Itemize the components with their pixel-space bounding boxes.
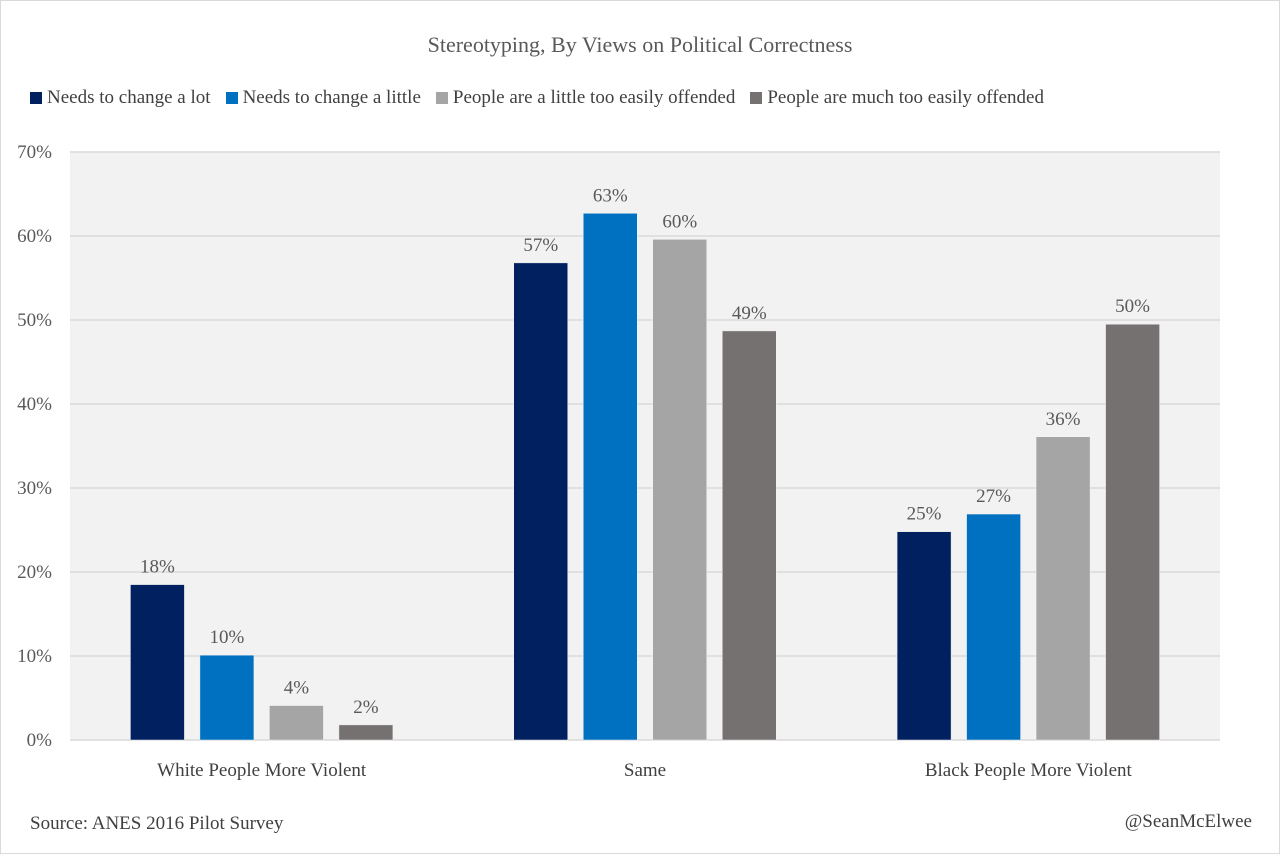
data-label: 25% [907, 504, 942, 525]
data-label: 2% [353, 697, 379, 718]
y-tick-label: 60% [17, 226, 52, 247]
y-tick-label: 0% [27, 730, 53, 751]
legend-swatch-icon [30, 92, 42, 104]
data-label: 4% [284, 678, 310, 699]
y-tick-label: 40% [17, 394, 52, 415]
legend-label: People are a little too easily offended [452, 87, 736, 108]
legend-swatch-icon [435, 92, 448, 104]
bar [269, 705, 324, 741]
bar [583, 213, 638, 741]
legend-swatch-icon [750, 92, 763, 104]
y-tick-label: 50% [17, 310, 52, 331]
legend-label: Needs to change a lot [47, 87, 211, 108]
data-label: 60% [662, 211, 697, 232]
legend-label: People are much too easily offended [767, 87, 1044, 108]
data-label: 36% [1046, 409, 1081, 430]
source-note: Source: ANES 2016 Pilot Survey [30, 813, 284, 834]
bar [130, 584, 185, 741]
bar [338, 724, 394, 741]
legend-item-needs-change-little: Needs to change a little [225, 87, 421, 109]
bar [896, 531, 952, 741]
data-label: 27% [976, 486, 1011, 507]
data-label: 49% [732, 303, 767, 324]
data-label: 10% [210, 627, 245, 648]
bar [1035, 436, 1091, 741]
data-label: 57% [523, 235, 558, 256]
chart-legend: Needs to change a lot Needs to change a … [30, 86, 1059, 110]
bar [652, 239, 707, 741]
bar [722, 330, 777, 741]
author-credit: @SeanMcElwee [1124, 811, 1252, 832]
legend-swatch-icon [225, 92, 238, 104]
y-tick-label: 20% [17, 562, 52, 583]
y-tick-label: 70% [17, 142, 52, 163]
x-category-label: Black People More Violent [925, 760, 1133, 781]
plot-area [70, 152, 1220, 740]
legend-item-much-too-easily-offended: People are much too easily offended [750, 87, 1044, 109]
bar [513, 262, 568, 741]
legend-item-needs-change-lot: Needs to change a lot [30, 87, 211, 109]
chart-title: Stereotyping, By Views on Political Corr… [427, 32, 853, 57]
x-category-label: White People More Violent [157, 760, 367, 781]
bar [1105, 323, 1160, 741]
data-label: 63% [593, 185, 628, 206]
data-label: 18% [140, 557, 175, 578]
data-label: 50% [1115, 296, 1150, 317]
legend-item-little-too-easily-offended: People are a little too easily offended [435, 87, 736, 109]
x-category-label: Same [624, 760, 666, 781]
bar [199, 654, 255, 741]
bar [966, 513, 1021, 741]
y-tick-label: 30% [17, 478, 52, 499]
y-tick-label: 10% [17, 646, 52, 667]
legend-label: Needs to change a little [242, 87, 421, 108]
